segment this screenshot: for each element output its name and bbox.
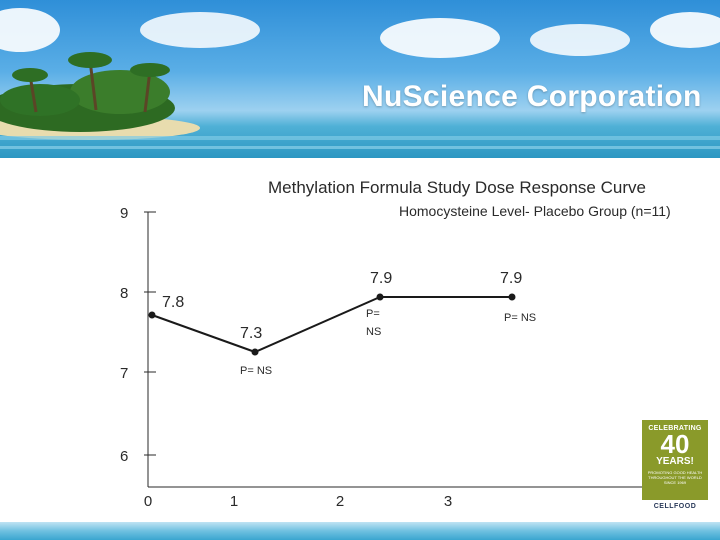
x-tick-label: 2 [336,493,344,510]
badge-line2: YEARS! [656,456,694,467]
data-point [376,293,384,301]
anniversary-badge: CELEBRATING 40 YEARS! PROMOTING GOOD HEA… [642,420,708,516]
data-point [508,293,516,301]
data-label: 7.8 [162,294,184,311]
significance-note: P= [366,308,380,320]
y-tick-label: 6 [120,448,128,465]
badge-number: 40 [660,429,690,459]
chart-title: Methylation Formula Study Dose Response … [268,178,646,197]
chart-subtitle: Homocysteine Level- Placebo Group (n=11) [399,203,671,219]
x-tick-label: 1 [230,493,238,510]
tropical-island-image [0,8,720,149]
badge-small-text: PROMOTING GOOD HEALTH THROUGHOUT THE WOR… [647,470,703,485]
x-tick-label: 0 [144,493,152,510]
significance-note: NS [366,326,381,338]
series-line [151,296,512,354]
data-point [148,311,156,319]
x-tick-label: 3 [444,493,452,510]
data-label: 7.9 [500,270,522,287]
bottom-water-strip [0,522,720,540]
badge-box: CELEBRATING 40 YEARS! PROMOTING GOOD HEA… [642,420,708,500]
data-label: 7.3 [240,325,262,342]
y-tick-label: 9 [120,205,128,222]
badge-line1: CELEBRATING [648,425,702,432]
significance-note: P= NS [504,312,536,324]
y-tick-label: 8 [120,285,128,302]
data-point [251,348,259,356]
company-name: NuScience Corporation [362,80,702,113]
header-banner: NuScience Corporation [0,0,720,158]
significance-note: P= NS [240,365,272,377]
cellfood-logo: CELLFOOD [653,503,697,510]
y-tick-label: 7 [120,365,128,382]
data-label: 7.9 [370,270,392,287]
